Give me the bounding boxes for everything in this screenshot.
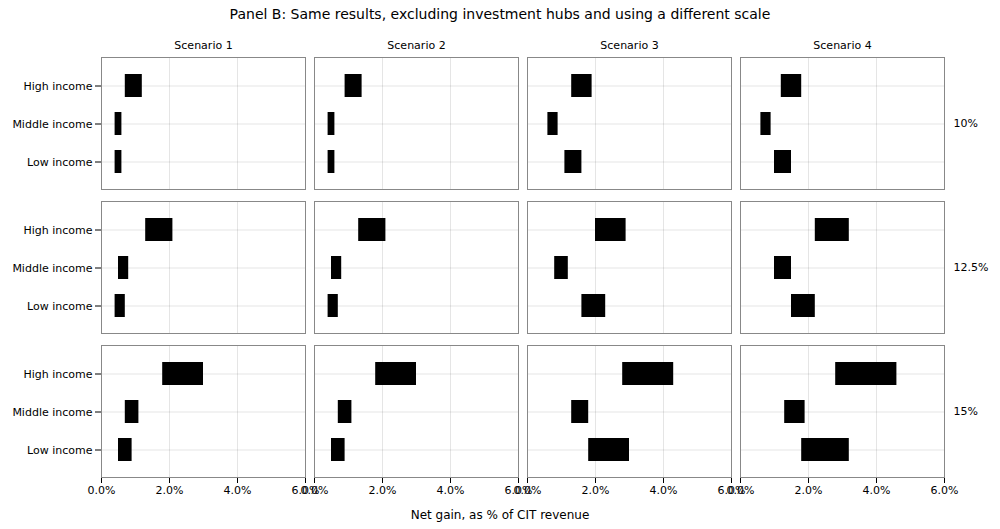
svg-text:Scenario 4: Scenario 4 bbox=[813, 39, 871, 52]
svg-text:0.0%: 0.0% bbox=[514, 484, 542, 497]
svg-text:Scenario 2: Scenario 2 bbox=[387, 39, 445, 52]
svg-text:4.0%: 4.0% bbox=[863, 484, 891, 497]
svg-text:2.0%: 2.0% bbox=[582, 484, 610, 497]
svg-text:15%: 15% bbox=[954, 405, 978, 418]
svg-text:Low income: Low income bbox=[27, 444, 93, 457]
svg-text:0.0%: 0.0% bbox=[88, 484, 116, 497]
svg-text:High income: High income bbox=[23, 224, 92, 237]
svg-text:Middle income: Middle income bbox=[12, 118, 92, 131]
svg-text:4.0%: 4.0% bbox=[650, 484, 678, 497]
svg-text:0.0%: 0.0% bbox=[727, 484, 755, 497]
svg-text:High income: High income bbox=[23, 368, 92, 381]
svg-text:Scenario 3: Scenario 3 bbox=[600, 39, 658, 52]
svg-text:10%: 10% bbox=[954, 117, 978, 130]
html-text:Net gain, as % of CIT revenue: Net gain, as % of CIT revenue bbox=[410, 508, 590, 522]
svg-text:Scenario 1: Scenario 1 bbox=[174, 39, 232, 52]
svg-text:6.0%: 6.0% bbox=[931, 484, 959, 497]
svg-text:Middle income: Middle income bbox=[12, 262, 92, 275]
svg-text:High income: High income bbox=[23, 80, 92, 93]
svg-text:Middle income: Middle income bbox=[12, 406, 92, 419]
svg-text:Low income: Low income bbox=[27, 156, 93, 169]
svg-text:2.0%: 2.0% bbox=[156, 484, 184, 497]
svg-text:4.0%: 4.0% bbox=[437, 484, 465, 497]
svg-text:Low income: Low income bbox=[27, 300, 93, 313]
svg-text:0.0%: 0.0% bbox=[301, 484, 329, 497]
svg-text:4.0%: 4.0% bbox=[224, 484, 252, 497]
html-text:Panel B: Same results, excludi: Panel B: Same results, excluding investm… bbox=[229, 6, 771, 22]
svg-text:2.0%: 2.0% bbox=[369, 484, 397, 497]
svg-text:2.0%: 2.0% bbox=[795, 484, 823, 497]
svg-text:12.5%: 12.5% bbox=[954, 261, 989, 274]
